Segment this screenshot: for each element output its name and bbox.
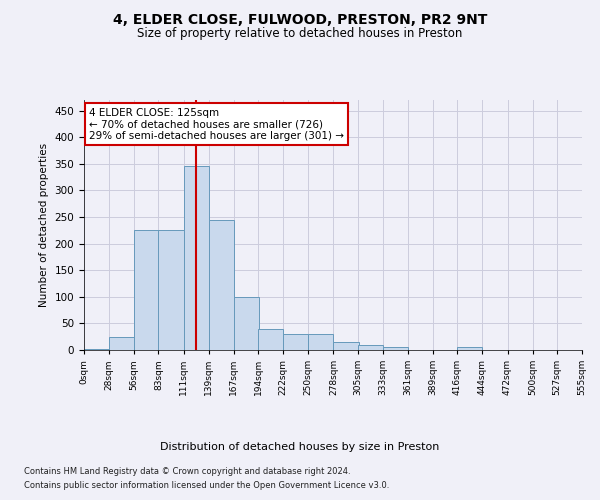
Text: Distribution of detached houses by size in Preston: Distribution of detached houses by size …	[160, 442, 440, 452]
Text: 4, ELDER CLOSE, FULWOOD, PRESTON, PR2 9NT: 4, ELDER CLOSE, FULWOOD, PRESTON, PR2 9N…	[113, 12, 487, 26]
Bar	[184, 166, 209, 350]
Bar	[283, 334, 308, 350]
Text: 4 ELDER CLOSE: 125sqm
← 70% of detached houses are smaller (726)
29% of semi-det: 4 ELDER CLOSE: 125sqm ← 70% of detached …	[89, 108, 344, 140]
Text: Contains HM Land Registry data © Crown copyright and database right 2024.: Contains HM Land Registry data © Crown c…	[24, 468, 350, 476]
Bar	[334, 342, 359, 350]
Bar	[383, 348, 408, 350]
Bar	[234, 297, 259, 350]
Bar	[84, 349, 109, 350]
Text: Size of property relative to detached houses in Preston: Size of property relative to detached ho…	[137, 28, 463, 40]
Bar	[358, 344, 383, 350]
Bar	[109, 336, 134, 350]
Text: Contains public sector information licensed under the Open Government Licence v3: Contains public sector information licen…	[24, 481, 389, 490]
Bar	[209, 220, 234, 350]
Bar	[158, 230, 184, 350]
Bar	[457, 348, 482, 350]
Bar	[308, 334, 334, 350]
Y-axis label: Number of detached properties: Number of detached properties	[39, 143, 49, 307]
Bar	[134, 230, 160, 350]
Bar	[258, 328, 283, 350]
